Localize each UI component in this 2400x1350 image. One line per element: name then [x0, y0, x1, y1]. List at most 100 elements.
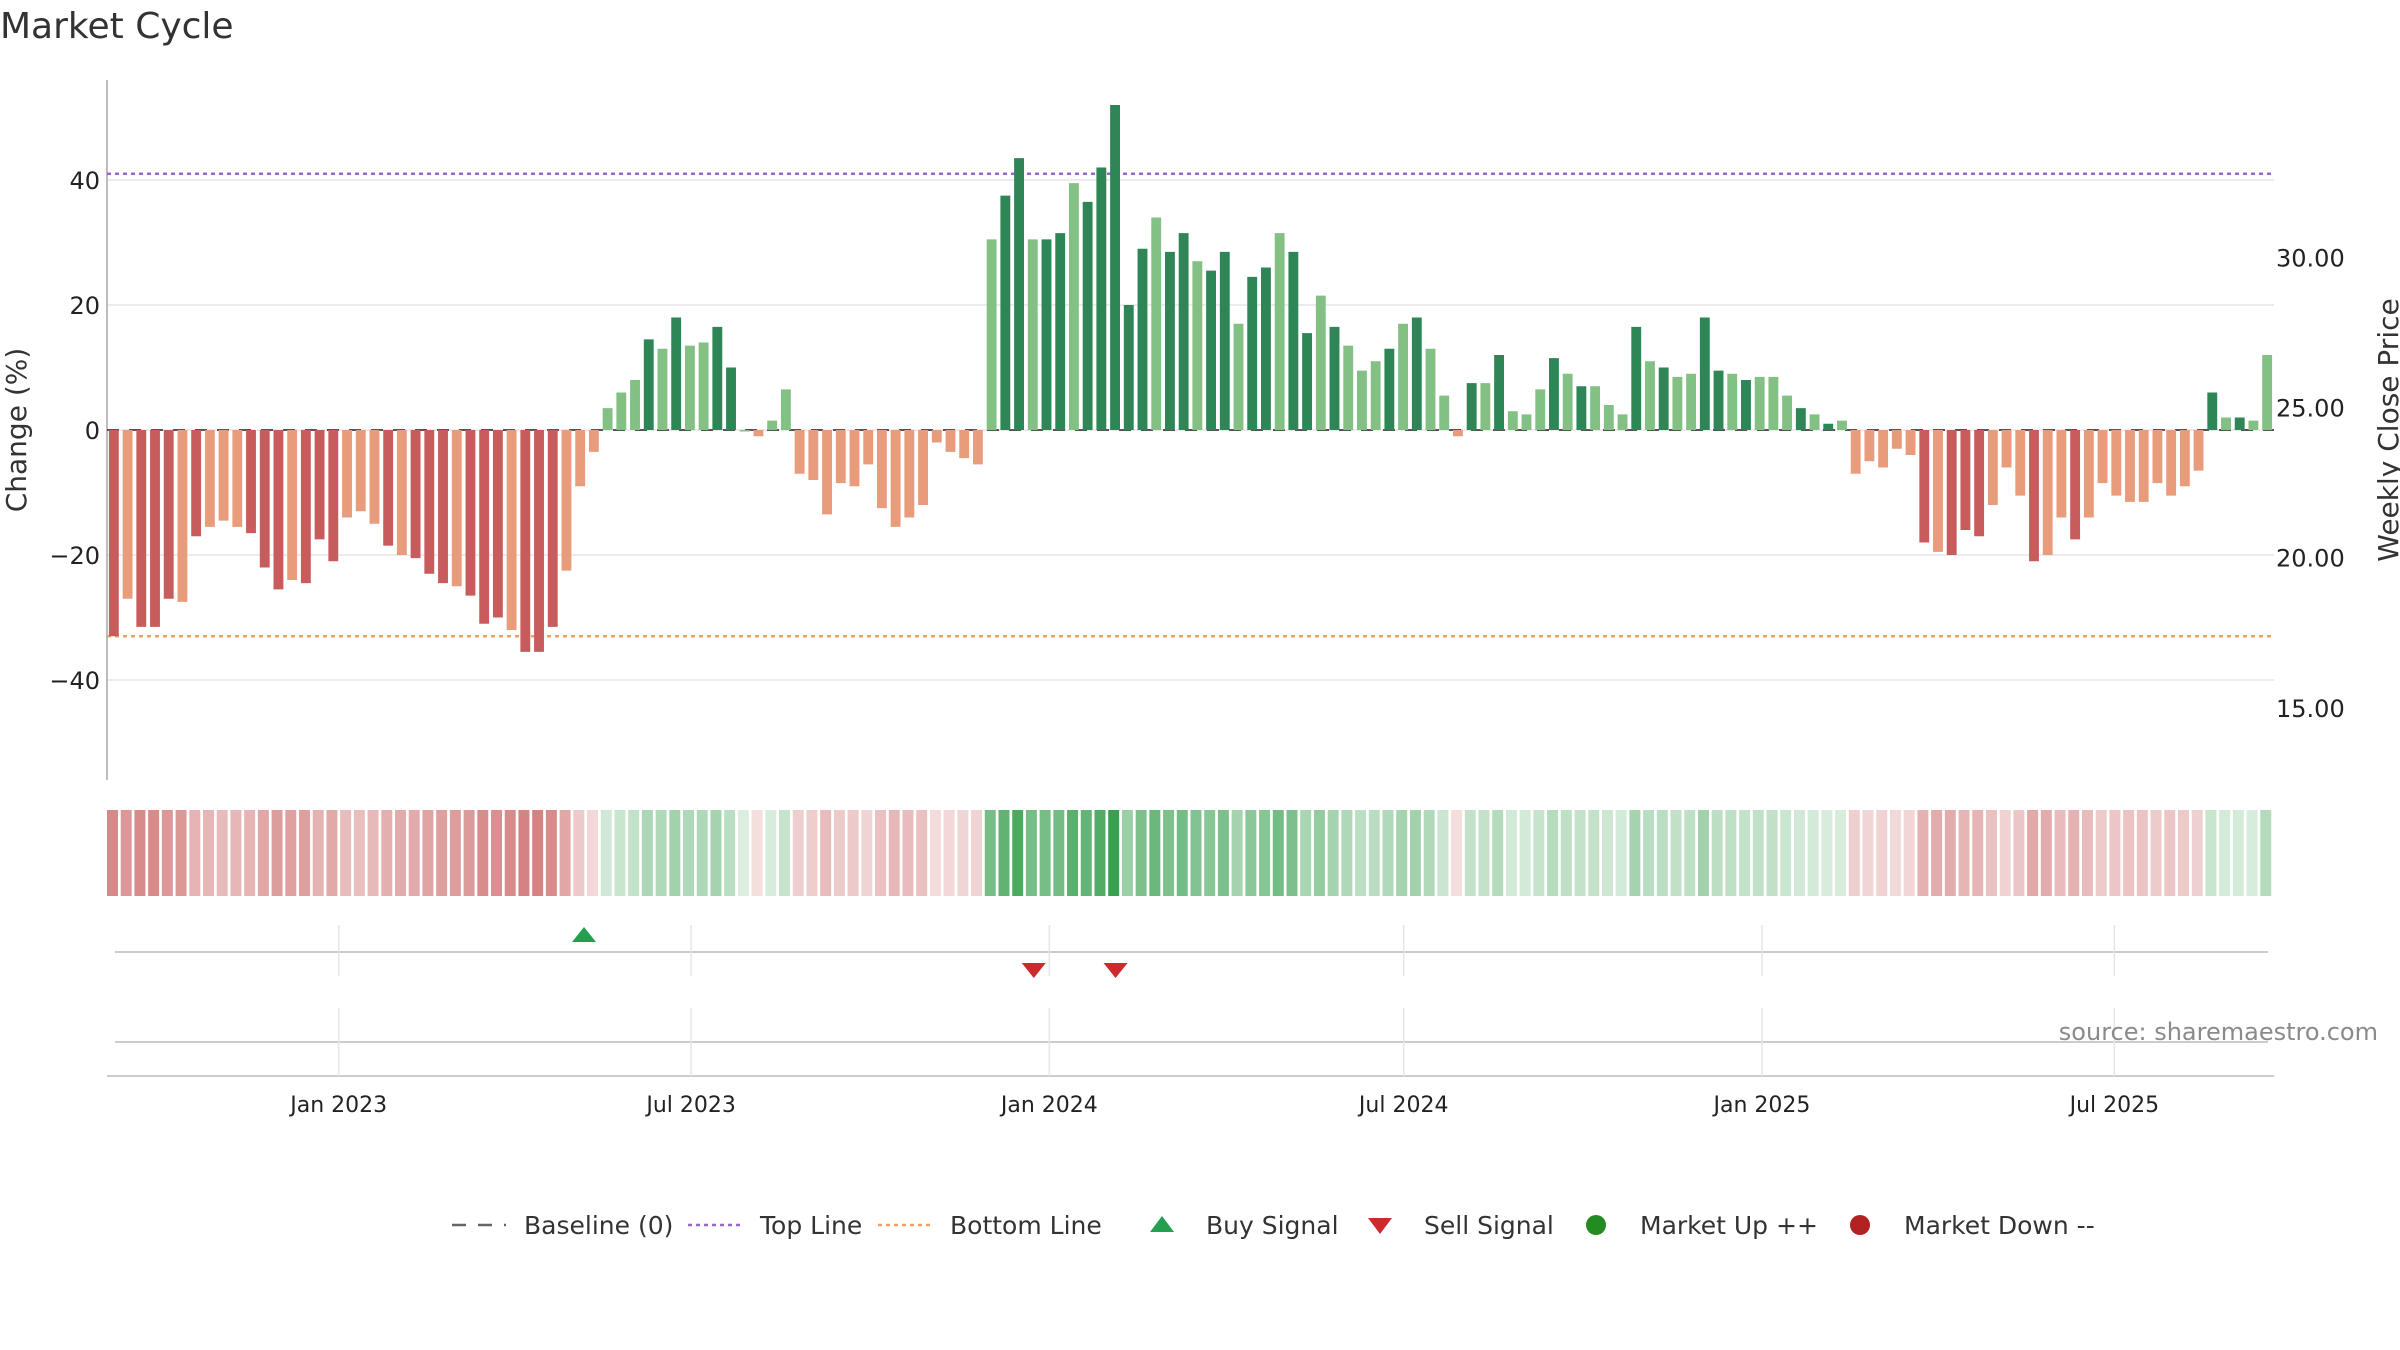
bar [1603, 405, 1614, 430]
strip-cell [2205, 810, 2217, 896]
strip-cell [847, 810, 859, 896]
bar [438, 430, 448, 584]
bar [424, 430, 435, 574]
bar [1288, 251, 1299, 431]
strip-cell [1423, 810, 1435, 896]
strip-cell [148, 810, 160, 896]
bar [863, 430, 874, 465]
bar [2234, 417, 2245, 430]
strip-cell [1985, 810, 1997, 896]
strip-cell [1560, 810, 1572, 896]
legend-item: Top Line [688, 1211, 862, 1240]
strip-cell [285, 810, 297, 896]
bar [314, 430, 325, 540]
bar [1672, 376, 1683, 431]
legend-label: Baseline (0) [524, 1211, 673, 1240]
bar [2221, 417, 2231, 430]
strip-cell [1108, 810, 1120, 896]
strip-cell [491, 810, 502, 896]
strip-cell [1574, 810, 1586, 896]
bar-series [108, 105, 2273, 652]
sell-signal-marker [1103, 963, 1128, 978]
strip-cell [312, 810, 324, 896]
legend-item: Baseline (0) [452, 1211, 673, 1240]
bar [2111, 430, 2122, 496]
y-tick-label: 20 [69, 292, 100, 320]
strip-cell [340, 810, 352, 896]
strip-cell [1492, 810, 1504, 896]
sell-signal-marker [1021, 963, 1046, 978]
bar [1302, 333, 1313, 431]
strip-cell [518, 810, 530, 896]
bar [698, 342, 709, 430]
x-tick-label: Jul 2024 [1357, 1093, 1449, 1118]
bar [1123, 305, 1134, 430]
legend-item: Sell Signal [1368, 1211, 1554, 1240]
strip-cell [449, 810, 461, 896]
strip-cell [353, 810, 365, 896]
strip-cell [792, 810, 804, 896]
legend-item: Bottom Line [878, 1211, 1102, 1240]
bar [136, 430, 147, 627]
bar [1096, 167, 1107, 430]
strip-cell [2095, 810, 2107, 896]
bar [1384, 348, 1395, 430]
strip-cell [271, 810, 283, 896]
strip-cell [779, 810, 791, 896]
strip-cell [1286, 810, 1298, 896]
bar [753, 430, 764, 437]
strip-cell [2219, 810, 2231, 896]
strip-cell [1259, 810, 1271, 896]
bar [1233, 323, 1244, 430]
bar [1576, 386, 1587, 430]
y2-tick-label: 30.00 [2276, 244, 2345, 272]
strip-cell [161, 810, 173, 896]
strip-cell [1327, 810, 1339, 896]
strip-cell [737, 810, 749, 896]
strip-cell [1231, 810, 1243, 896]
strip-cell [2177, 810, 2189, 896]
bar [630, 380, 640, 430]
y-tick-label: −40 [49, 667, 100, 695]
strip-cell [107, 810, 118, 896]
bar [1631, 326, 1642, 431]
bar [342, 430, 352, 518]
y2-axis-title: Weekly Close Price [2372, 298, 2400, 561]
strip-cell [326, 810, 338, 896]
strip-cell [888, 810, 900, 896]
strip-cell [916, 810, 928, 896]
bar [1164, 251, 1175, 431]
legend-label: Buy Signal [1206, 1211, 1339, 1240]
legend-label: Market Up ++ [1640, 1211, 1818, 1240]
strip-cell [683, 810, 695, 896]
strip-cell [1972, 810, 1984, 896]
strip-cell [1313, 810, 1325, 896]
strip-cell [559, 810, 571, 896]
bar [1549, 358, 1559, 431]
strip-cell [1135, 810, 1147, 896]
strip-cell [902, 810, 914, 896]
strip-cell [655, 810, 667, 896]
bar [1699, 317, 1710, 430]
strip-cell [1190, 810, 1202, 896]
bar [383, 430, 394, 546]
strip-cell [2150, 810, 2162, 896]
bar [1151, 217, 1162, 430]
strip-cell [1094, 810, 1106, 896]
strip-cell [1629, 810, 1641, 896]
y2-axis-label: Weekly Close Price [2372, 298, 2400, 561]
strip-cell [641, 810, 653, 896]
strip-cell [230, 810, 242, 896]
bar [2193, 430, 2204, 471]
strip-cell [1547, 810, 1559, 896]
bar [1315, 295, 1326, 431]
strip-cell [381, 810, 393, 896]
bar [671, 317, 682, 430]
strip-cell [587, 810, 598, 896]
bar [1206, 270, 1217, 431]
bar [2056, 430, 2067, 518]
bar [191, 430, 202, 537]
strip-cell [998, 810, 1010, 896]
bar [1137, 248, 1148, 430]
bar [1768, 376, 1779, 431]
